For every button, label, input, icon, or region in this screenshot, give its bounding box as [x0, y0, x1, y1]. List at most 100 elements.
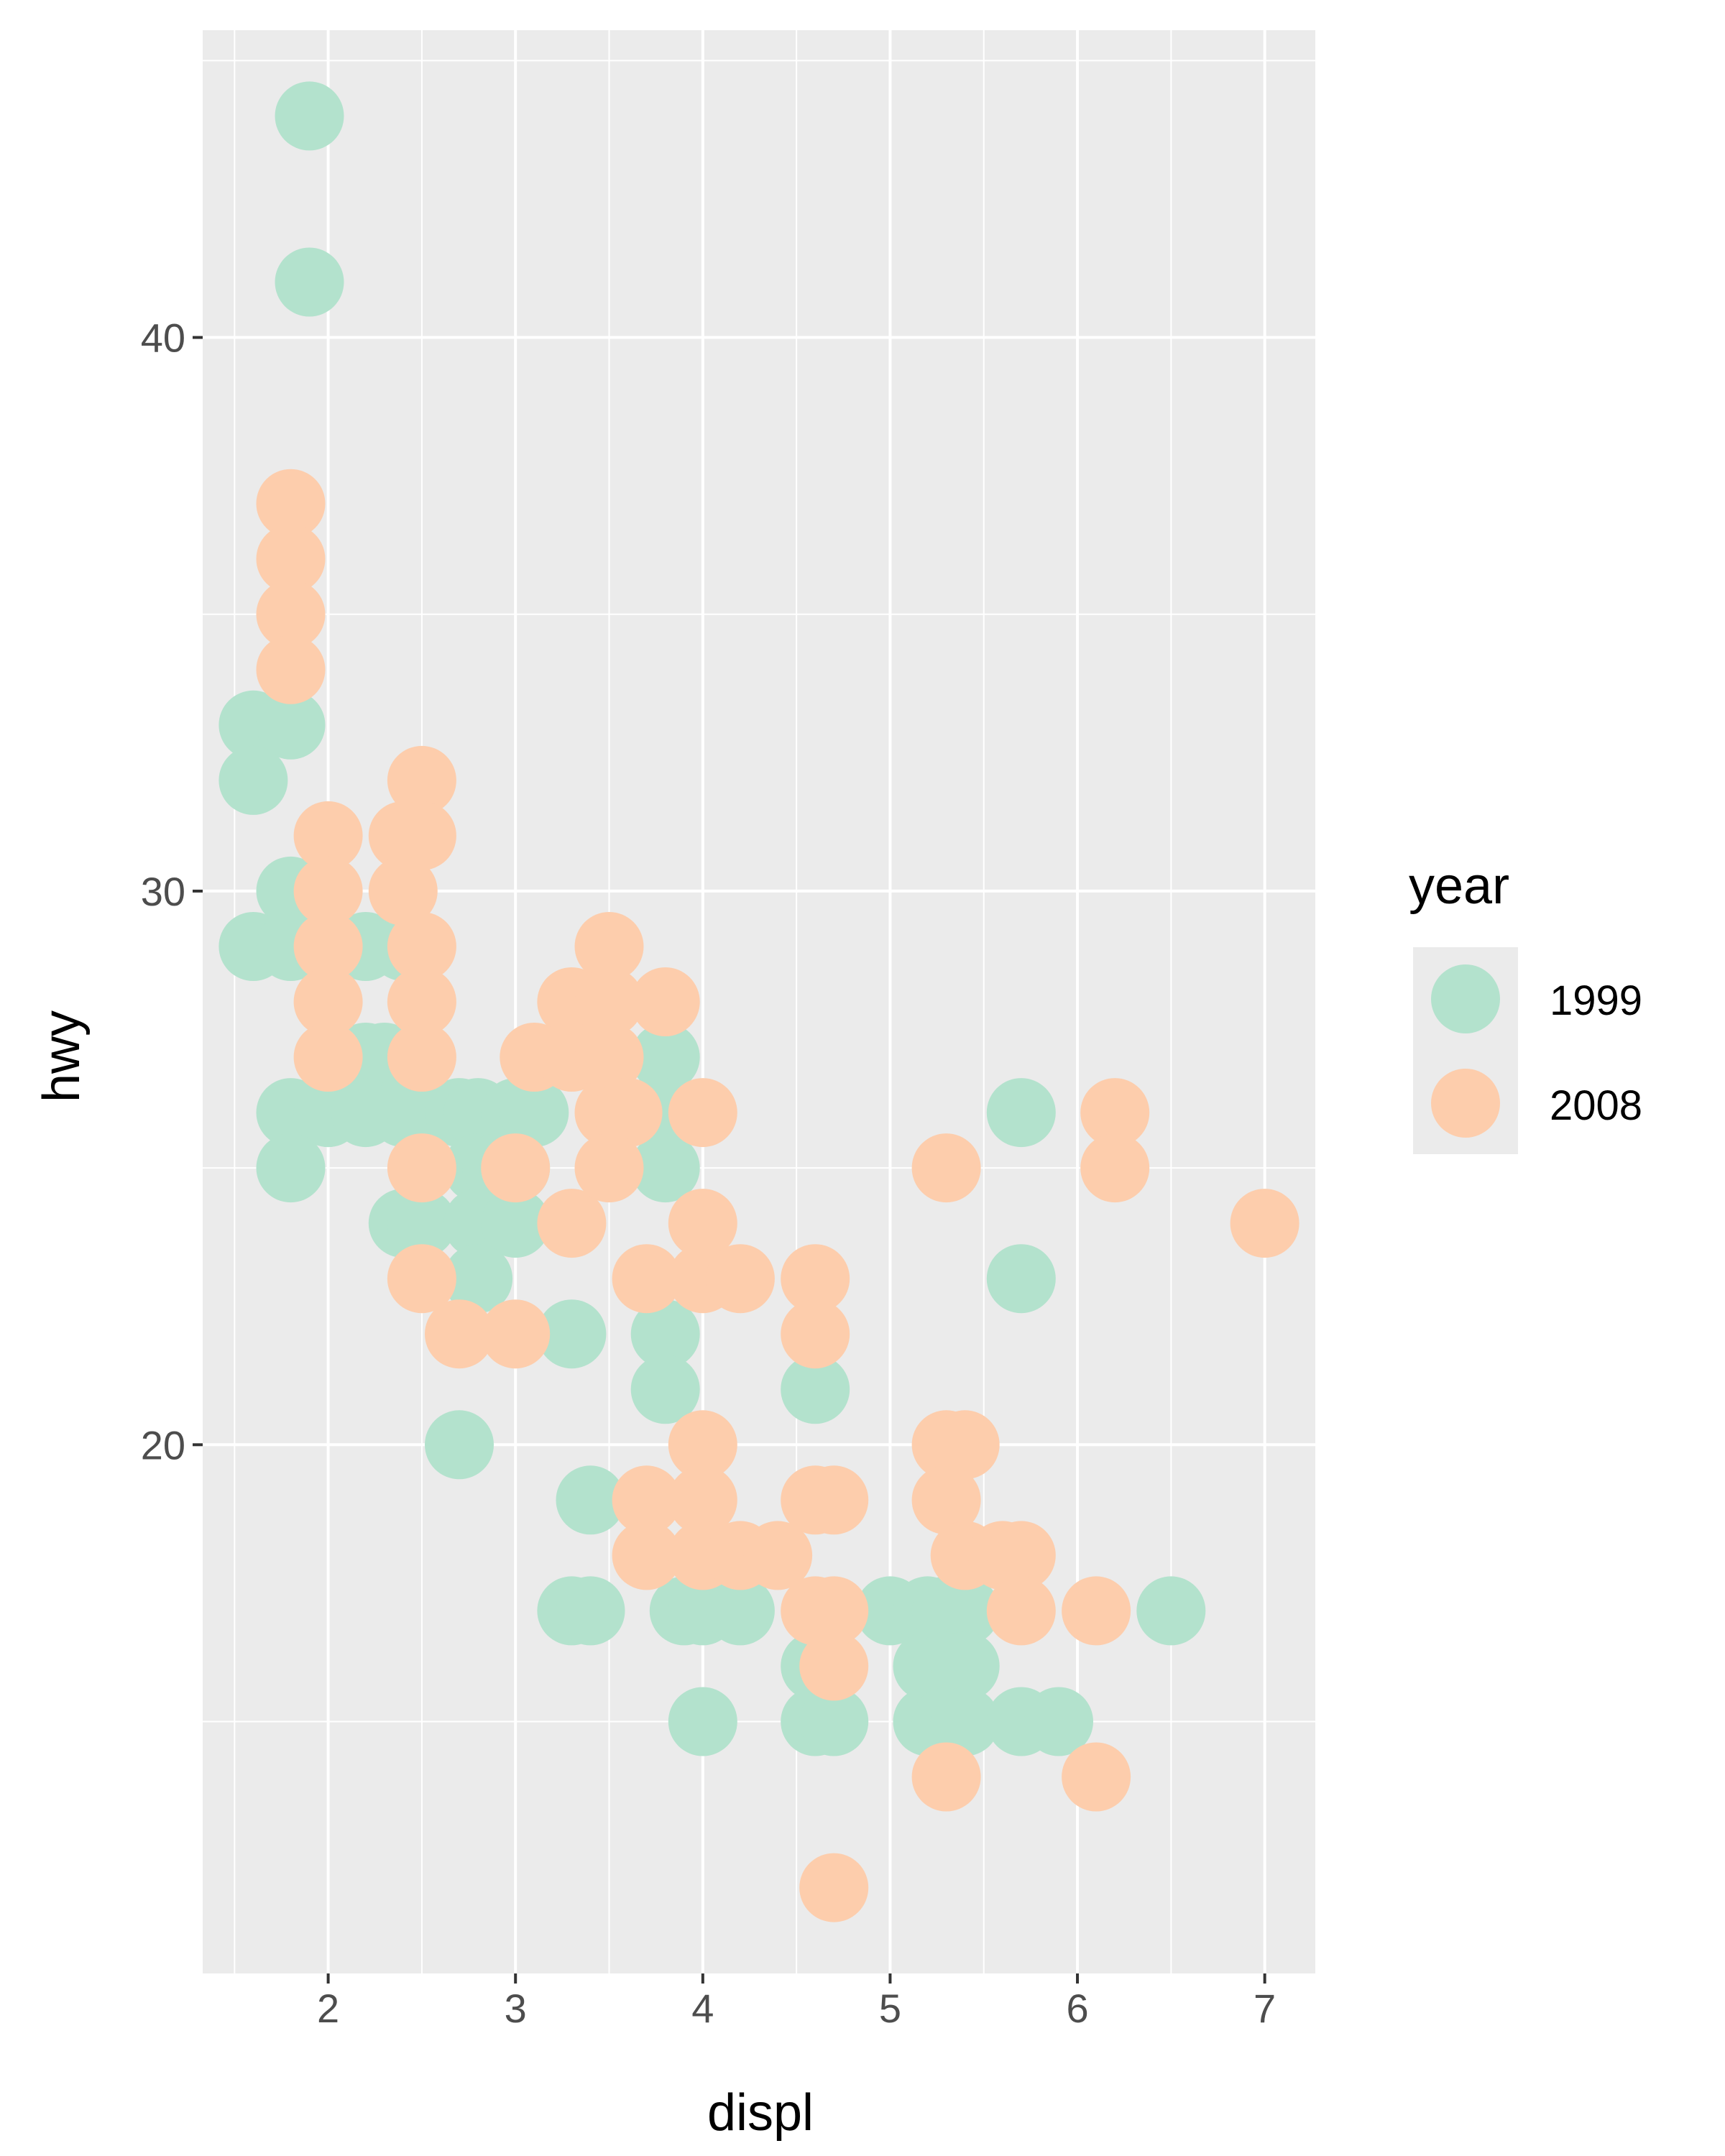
data-point-2008 [1080, 1133, 1150, 1203]
x-tick-label: 2 [317, 1986, 339, 2031]
legend-label-1999: 1999 [1550, 977, 1642, 1024]
data-point-1999 [930, 1687, 1000, 1756]
y-tick-label: 20 [141, 1422, 185, 1468]
x-axis: 2 3 4 5 6 7 [317, 1973, 1276, 2031]
data-point-2008 [1230, 1189, 1300, 1258]
data-point-2008 [256, 579, 326, 649]
legend: year 1999 2008 [1409, 857, 1642, 1154]
data-point-2008 [630, 967, 700, 1036]
data-point-1999 [481, 1189, 551, 1258]
data-point-2008 [293, 801, 363, 870]
data-point-2008 [911, 1742, 981, 1812]
data-point-2008 [387, 801, 456, 870]
data-point-1999 [556, 1465, 625, 1535]
data-point-2008 [481, 1133, 551, 1203]
data-point-1999 [630, 1023, 700, 1092]
data-point-2008 [574, 1023, 644, 1092]
data-point-2008 [743, 1521, 813, 1590]
data-point-1999 [986, 1244, 1056, 1314]
data-point-1999 [537, 1299, 607, 1369]
data-point-1999 [275, 81, 344, 151]
data-point-1999 [930, 1576, 1000, 1646]
data-point-2008 [425, 1299, 494, 1369]
data-point-2008 [668, 1410, 737, 1480]
x-tick-label: 5 [879, 1986, 901, 2031]
data-point-1999 [443, 1244, 513, 1314]
data-point-2008 [293, 967, 363, 1036]
data-point-2008 [668, 1465, 737, 1535]
data-point-1999 [256, 690, 326, 760]
data-point-1999 [256, 1133, 326, 1203]
data-point-2008 [387, 912, 456, 981]
y-tick-label: 40 [141, 315, 185, 361]
data-point-2008 [387, 967, 456, 1036]
data-points [218, 81, 1300, 1922]
data-point-2008 [574, 967, 644, 1036]
data-point-2008 [799, 1853, 869, 1922]
data-point-2008 [799, 1465, 869, 1535]
data-point-2008 [1080, 1078, 1150, 1148]
data-point-2008 [293, 1023, 363, 1092]
data-point-2008 [293, 912, 363, 981]
legend-key-1999 [1431, 964, 1500, 1033]
y-axis: 20 30 40 [141, 315, 203, 1468]
y-axis-title: hwy [33, 1010, 91, 1102]
data-point-1999 [500, 1078, 569, 1148]
data-point-2008 [781, 1299, 850, 1369]
legend-key-2008 [1431, 1069, 1500, 1138]
x-tick-label: 7 [1254, 1986, 1276, 2031]
data-point-1999 [275, 247, 344, 317]
data-point-1999 [781, 1355, 850, 1424]
x-tick-label: 4 [691, 1986, 714, 2031]
data-point-1999 [218, 745, 288, 815]
data-point-2008 [256, 524, 326, 594]
data-point-2008 [668, 1078, 737, 1148]
data-point-2008 [612, 1465, 681, 1535]
data-point-2008 [781, 1244, 850, 1314]
data-point-1999 [630, 1133, 700, 1203]
legend-label-2008: 2008 [1550, 1082, 1642, 1129]
data-point-2008 [537, 1189, 607, 1258]
data-point-2008 [387, 1023, 456, 1092]
data-point-2008 [911, 1465, 981, 1535]
data-point-1999 [425, 1410, 494, 1480]
data-point-2008 [1062, 1742, 1131, 1812]
data-point-2008 [368, 856, 438, 926]
x-tick-label: 3 [505, 1986, 527, 2031]
data-point-1999 [556, 1576, 625, 1646]
data-point-2008 [574, 912, 644, 981]
data-point-1999 [630, 1355, 700, 1424]
data-point-2008 [799, 1576, 869, 1646]
data-point-2008 [256, 469, 326, 538]
major-gridlines [203, 30, 1315, 1973]
data-point-2008 [293, 856, 363, 926]
data-point-2008 [799, 1631, 869, 1701]
data-point-1999 [705, 1576, 775, 1646]
data-point-2008 [612, 1521, 681, 1590]
plot-panel [203, 30, 1315, 1973]
data-point-1999 [799, 1687, 869, 1756]
data-point-2008 [911, 1133, 981, 1203]
data-point-1999 [986, 1078, 1056, 1148]
data-point-2008 [387, 745, 456, 815]
data-point-1999 [387, 1189, 456, 1258]
data-point-2008 [612, 1244, 681, 1314]
data-point-2008 [930, 1410, 1000, 1480]
data-point-2008 [705, 1244, 775, 1314]
y-tick-label: 30 [141, 869, 185, 914]
data-point-1999 [1136, 1576, 1206, 1646]
data-point-2008 [986, 1576, 1056, 1646]
data-point-2008 [387, 1133, 456, 1203]
data-point-1999 [630, 1299, 700, 1369]
data-point-1999 [1024, 1687, 1093, 1756]
x-axis-title: displ [707, 2084, 814, 2142]
data-point-2008 [1062, 1576, 1131, 1646]
data-point-1999 [668, 1687, 737, 1756]
x-tick-label: 6 [1066, 1986, 1088, 2031]
data-point-2008 [574, 1133, 644, 1203]
data-point-2008 [256, 635, 326, 704]
data-point-2008 [387, 1244, 456, 1314]
data-point-2008 [668, 1189, 737, 1258]
data-point-2008 [986, 1521, 1056, 1590]
